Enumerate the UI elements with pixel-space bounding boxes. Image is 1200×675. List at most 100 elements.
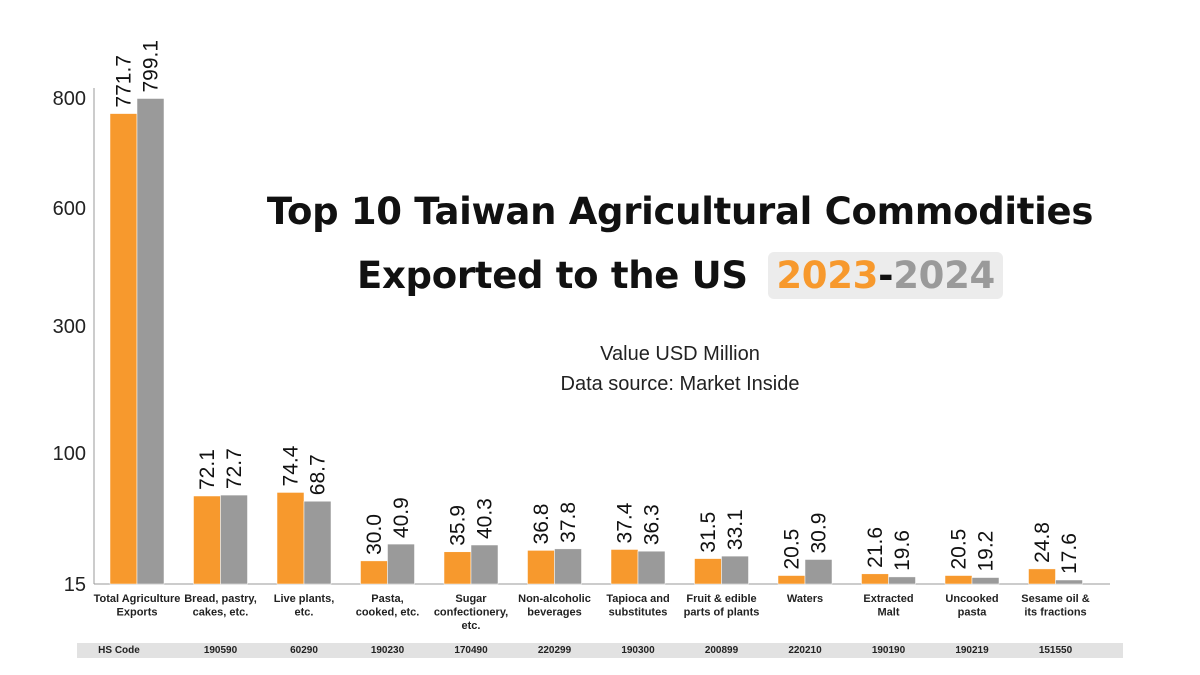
x-category-label: Fruit & edible parts of plants [684, 593, 760, 619]
value-unit-note: Value USD Million [600, 343, 760, 365]
value-label-2023: 20.5 [948, 529, 971, 570]
hs-code-value: 190219 [955, 645, 989, 656]
value-label-2023: 21.6 [864, 527, 887, 568]
year-range-badge: 2023-2024 [768, 252, 1003, 299]
value-label-2023: 24.8 [1031, 522, 1054, 563]
x-category-label-line: cakes, etc. [193, 607, 249, 619]
value-label-2024: 40.9 [390, 497, 413, 538]
bar-2024 [220, 494, 248, 585]
x-category-label-line: Exports [117, 607, 158, 619]
value-label-2023: 20.5 [781, 529, 804, 570]
x-category-label: Extracted Malt [863, 593, 913, 619]
bar-2024 [804, 559, 833, 585]
x-category-label: Tapioca and substitutes [606, 593, 669, 619]
value-label-2024: 40.3 [474, 498, 497, 539]
data-source-note: Data source: Market Inside [560, 373, 800, 395]
x-category-label-line: Waters [787, 593, 823, 605]
y-tick-label: 15 [64, 574, 86, 596]
x-category-label-line: parts of plants [684, 607, 760, 619]
value-label-2024: 17.6 [1058, 533, 1081, 574]
x-category-label-line: Uncooked [945, 593, 998, 605]
hs-code-value: 170490 [454, 645, 488, 656]
bar-2023 [944, 575, 973, 585]
value-label-2023: 36.8 [530, 504, 553, 545]
x-category-label-line: etc. [462, 620, 481, 632]
value-label-2023: 30.0 [363, 514, 386, 555]
value-label-2023: 35.9 [447, 505, 470, 546]
year-2024: 2024 [893, 254, 995, 297]
hs-code-value: 151550 [1038, 645, 1073, 656]
x-category-label-line: Total Agriculture [94, 593, 181, 605]
bar-2024 [387, 543, 415, 585]
bar-2024 [136, 98, 165, 585]
value-label-2023: 771.7 [113, 55, 136, 108]
hs-code-row: HS Code 190590 60290 190230 170490 220299 1903… [77, 643, 1123, 658]
hs-code-value: 220210 [788, 645, 822, 656]
bar-2024 [554, 548, 582, 585]
x-category-label-line: Live plants, [274, 593, 335, 605]
year-separator: - [878, 254, 894, 297]
bar-2024 [303, 500, 332, 585]
y-tick-label: 300 [53, 316, 86, 338]
bar-2023 [694, 558, 722, 585]
x-category-label-line: Bread, pastry, [184, 593, 257, 605]
value-label-2023: 72.1 [196, 449, 219, 490]
y-tick-label: 100 [53, 443, 86, 465]
bar-2024 [721, 555, 749, 585]
x-category-label-line: beverages [527, 607, 581, 619]
x-category-label-line: confectionery, [434, 607, 508, 619]
value-label-2023: 37.4 [614, 502, 637, 543]
bar-2023 [1028, 568, 1056, 585]
x-category-label-line: etc. [295, 607, 314, 619]
value-label-2024: 68.7 [307, 454, 330, 495]
value-label-2024: 36.3 [641, 504, 664, 545]
value-label-2024: 33.1 [724, 509, 747, 550]
hs-code-label: HS Code [98, 645, 140, 656]
bar-2023 [527, 550, 555, 585]
x-category-label: Pasta, cooked, etc. [356, 593, 420, 619]
x-category-label-line: cooked, etc. [356, 607, 420, 619]
value-label-2024: 37.8 [557, 502, 580, 543]
hs-code-value: 190190 [871, 645, 906, 656]
chart-title-text: Exported to the US [357, 254, 748, 297]
x-category-label-line: substitutes [609, 607, 668, 619]
hs-code-value: 190230 [370, 645, 405, 656]
hs-code-value: 220299 [537, 645, 572, 656]
bar-2024 [637, 550, 666, 585]
value-label-2023: 31.5 [697, 512, 720, 553]
x-category-label-line: Fruit & edible [686, 593, 756, 605]
x-category-label-line: Pasta, [371, 593, 403, 605]
x-category-label: Live plants, etc. [274, 593, 335, 619]
bar-2023 [443, 551, 472, 585]
bar-2023 [109, 113, 138, 585]
hs-code-value: 190300 [621, 645, 655, 656]
y-tick-label: 600 [53, 198, 86, 220]
bar-2023 [360, 560, 388, 585]
hs-code-value: 200899 [704, 645, 739, 656]
bar-2023 [861, 573, 889, 585]
x-category-label-line: Extracted [863, 593, 913, 605]
bar-2023 [276, 492, 305, 585]
bar-2023 [193, 495, 221, 585]
value-label-2023: 74.4 [280, 445, 303, 486]
year-2023: 2023 [776, 254, 879, 297]
x-category-label: Waters [787, 593, 823, 605]
x-category-label: Bread, pastry, cakes, etc. [184, 593, 257, 619]
value-label-2024: 19.2 [975, 531, 998, 572]
value-label-2024: 799.1 [140, 40, 163, 93]
hs-code-value: 190590 [203, 645, 238, 656]
value-label-2024: 19.6 [891, 530, 914, 571]
x-category-label: Uncooked pasta [945, 593, 998, 619]
bar-2023 [777, 575, 806, 585]
x-category-label: Total Agriculture Exports [94, 593, 181, 619]
value-label-2024: 72.7 [223, 448, 246, 489]
bar-2024 [470, 544, 499, 585]
y-tick-label: 800 [53, 88, 86, 110]
x-category-label-line: Malt [878, 607, 900, 619]
x-category-label-line: Sesame oil & [1021, 593, 1090, 605]
hs-code-value: 60290 [290, 645, 318, 656]
x-category-label: Non-alcoholic beverages [518, 593, 591, 619]
value-label-2024: 30.9 [808, 513, 831, 554]
bar-2024 [1055, 579, 1083, 585]
